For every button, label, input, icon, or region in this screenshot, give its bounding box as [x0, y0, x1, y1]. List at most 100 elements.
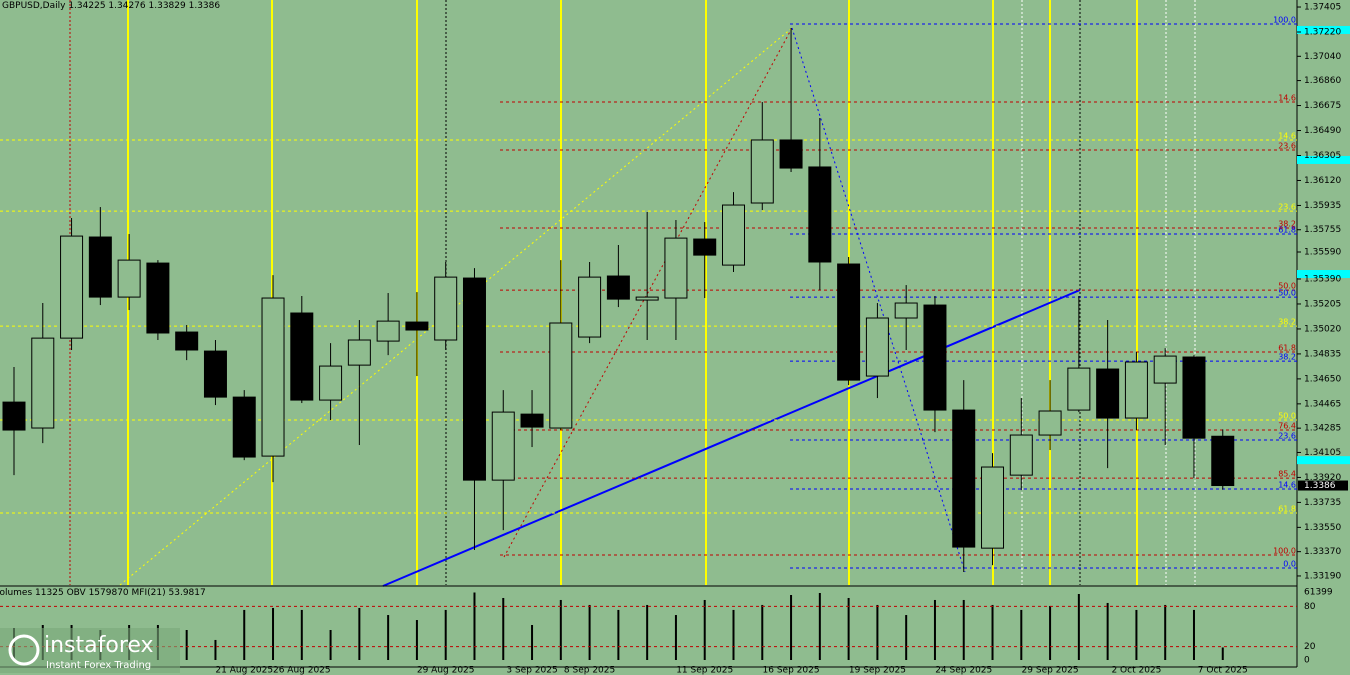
volume-label: Volumes: [0, 588, 32, 598]
mfi-tick-label: 0: [1304, 656, 1310, 666]
alert-level: [1297, 270, 1350, 279]
candle-body: [606, 275, 630, 300]
candle-body: [578, 276, 602, 338]
y-tick-label: 1.34650: [1304, 374, 1341, 384]
y-tick-label: 1.36120: [1304, 176, 1341, 186]
y-tick-label: 1.33550: [1304, 523, 1341, 533]
y-tick-label: 1.37405: [1304, 3, 1341, 13]
y-tick-label: 1.35590: [1304, 248, 1341, 258]
x-tick-label: 29 Aug 2025: [417, 666, 475, 675]
x-tick-label: 19 Sep 2025: [849, 666, 906, 675]
x-tick-label: 2 Oct 2025: [1111, 666, 1161, 675]
y-tick-label: 1.36490: [1304, 126, 1341, 136]
obv-value: 1579870: [89, 588, 129, 598]
candle-body: [60, 235, 84, 339]
x-tick-label: 26 Aug 2025: [273, 666, 331, 675]
candle-body: [635, 296, 659, 301]
fib-ray: [503, 27, 793, 558]
x-tick-label: 3 Sep 2025: [506, 666, 557, 675]
mfi-tick-label: 20: [1304, 642, 1316, 652]
candle-body: [319, 365, 343, 401]
y-tick-label: 1.35755: [1304, 225, 1341, 235]
candle-body: [491, 411, 515, 481]
price-box: [1298, 480, 1348, 491]
candle-body: [664, 237, 688, 299]
candle-body: [1009, 434, 1033, 476]
fib-label: 14.6: [1278, 481, 1296, 490]
y-tick-label: 1.34105: [1304, 448, 1341, 458]
mfi-value: 53.9817: [169, 588, 206, 598]
y-tick-label: 1.36860: [1304, 76, 1341, 86]
candle-body: [837, 263, 861, 381]
watermark: instaforex Instant Forex Trading: [0, 628, 180, 673]
x-tick-label: 7 Oct 2025: [1198, 666, 1248, 675]
candle-body: [2, 401, 26, 431]
header-low: 1.33829: [149, 1, 186, 11]
x-tick-label: 16 Sep 2025: [763, 666, 820, 675]
candle-body: [808, 166, 832, 263]
logo: [8, 634, 40, 666]
indicator-header: Volumes 11325 OBV 1579870 MFI(21) 53.981…: [0, 588, 206, 598]
x-tick-label: 11 Sep 2025: [676, 666, 733, 675]
fib-label: 14.6: [1278, 94, 1296, 103]
candle-body: [1211, 435, 1235, 487]
y-tick-label: 1.34835: [1304, 349, 1341, 359]
candle-body: [952, 409, 976, 548]
mfi-label: MFI(21): [132, 588, 166, 598]
x-tick-label: 24 Sep 2025: [935, 666, 992, 675]
candle-body: [549, 322, 573, 429]
candle-body: [923, 304, 947, 411]
fib-label: 50.0: [1278, 289, 1296, 298]
fib-label: 38.2: [1278, 318, 1296, 327]
candle-body: [290, 312, 314, 401]
candle-body: [88, 236, 112, 298]
candle-body: [894, 302, 918, 319]
y-tick-label: 1.37040: [1304, 52, 1341, 62]
candle-body: [405, 321, 429, 331]
candle-body: [146, 262, 170, 334]
fib-label: 61.8: [1278, 344, 1296, 353]
candle-body: [1182, 356, 1206, 439]
y-tick-label: 1.33920: [1304, 473, 1341, 483]
candle-body: [117, 259, 141, 298]
fib-label: 38.2: [1278, 353, 1296, 362]
candle-body: [203, 350, 227, 398]
x-tick-label: 29 Sep 2025: [1022, 666, 1079, 675]
candle-body: [779, 139, 803, 169]
obv-label: OBV: [67, 588, 87, 598]
y-tick-label: 1.34285: [1304, 424, 1341, 434]
x-tick-label: 21 Aug 2025: [215, 666, 273, 675]
y-tick-label: 1.33370: [1304, 547, 1341, 557]
candle-body: [981, 466, 1005, 549]
header-close: 1.3386: [189, 1, 221, 11]
fib-label: 23.6: [1278, 432, 1296, 441]
candle-body: [261, 297, 285, 457]
fib-label: 76.4: [1278, 422, 1296, 431]
candle-body: [347, 339, 371, 366]
symbol: GBPUSD,Daily: [2, 1, 66, 11]
y-tick-label: 1.35020: [1304, 324, 1341, 334]
candle-body: [693, 238, 717, 256]
fib-ray: [791, 27, 966, 573]
y-tick-label: 1.33190: [1304, 571, 1341, 581]
fib-label: 100.0: [1273, 16, 1296, 25]
fib-label: 14.6: [1278, 131, 1296, 140]
candle-body: [232, 396, 256, 458]
candle-body: [520, 413, 544, 428]
y-tick-label: 1.35935: [1304, 201, 1341, 211]
fib-label: 100.0: [1273, 547, 1296, 556]
fib-label: 23.6: [1278, 203, 1296, 212]
candle-body: [175, 331, 199, 351]
price-label: 1.3386: [1304, 481, 1336, 491]
y-tick-label: 1.35205: [1304, 299, 1341, 309]
watermark-bg: [0, 628, 180, 673]
candle-body: [1096, 368, 1120, 419]
alert-level: [1297, 25, 1350, 34]
header-open: 1.34225: [68, 1, 105, 11]
alert-level: [1297, 155, 1350, 164]
alert-level: [1297, 456, 1350, 465]
fib-label: 61.8: [1278, 226, 1296, 235]
fib-label: 85.4: [1278, 470, 1296, 479]
